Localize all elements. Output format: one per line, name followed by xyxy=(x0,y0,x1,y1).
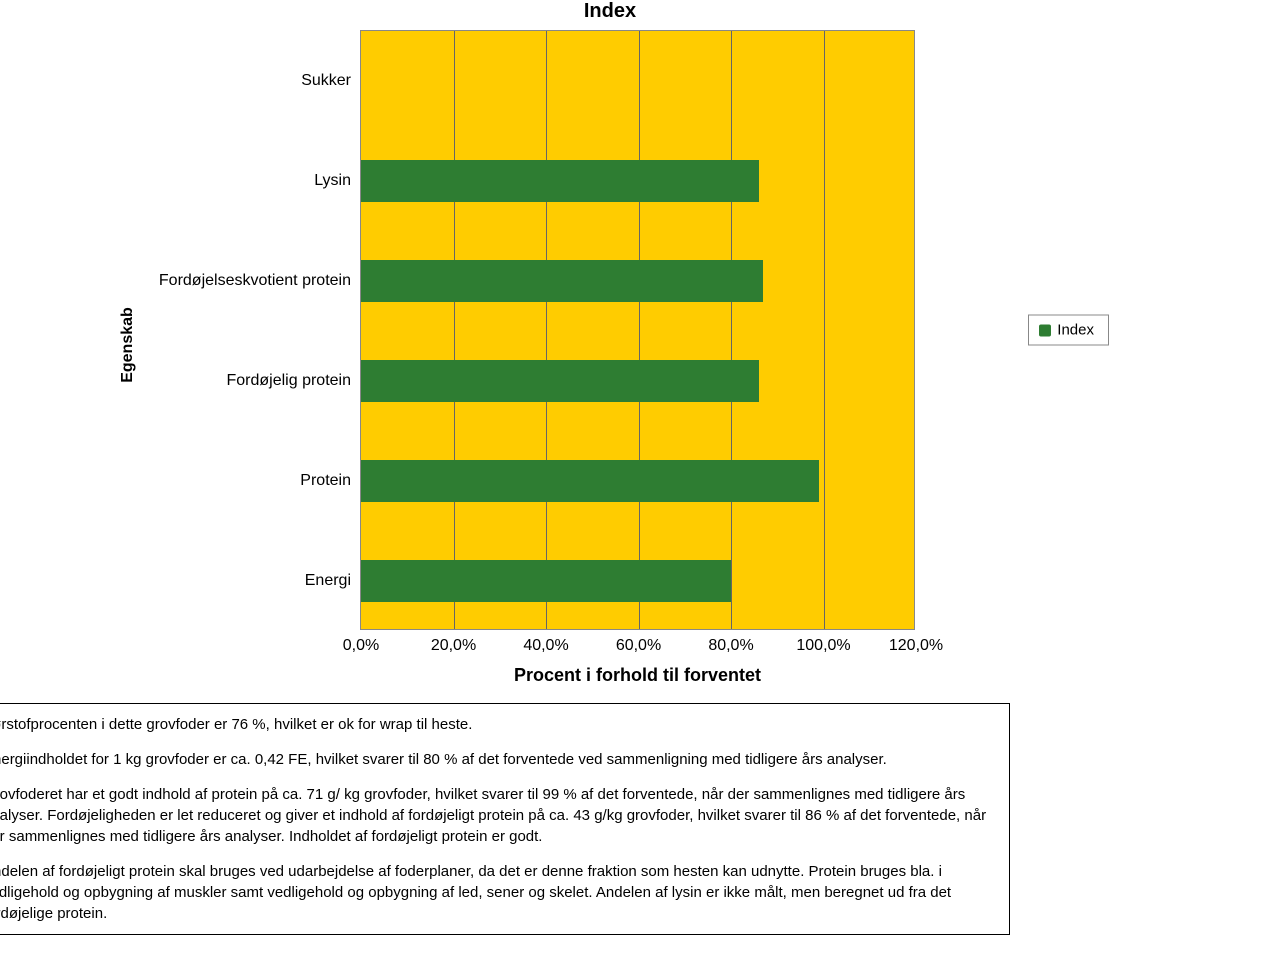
legend-swatch xyxy=(1039,324,1051,336)
legend-label: Index xyxy=(1057,322,1094,339)
gridline xyxy=(731,31,732,629)
gridline xyxy=(639,31,640,629)
category-label: Protein xyxy=(131,472,361,490)
x-tick-label: 100,0% xyxy=(796,637,850,655)
x-tick-label: 40,0% xyxy=(523,637,568,655)
x-axis-title: Procent i forhold til forventet xyxy=(514,665,761,686)
category-label: Sukker xyxy=(131,72,361,90)
x-tick-label: 20,0% xyxy=(431,637,476,655)
bar xyxy=(361,260,763,302)
plot-area: Procent i forhold til forventet Index 0,… xyxy=(360,30,915,630)
x-tick-label: 120,0% xyxy=(889,637,943,655)
gridline xyxy=(546,31,547,629)
x-tick-label: 80,0% xyxy=(708,637,753,655)
x-tick-label: 0,0% xyxy=(343,637,379,655)
description-p1: Tørstofprocenten i dette grovfoder er 76… xyxy=(0,714,997,735)
description-p2: Energiindholdet for 1 kg grovfoder er ca… xyxy=(0,749,997,770)
category-label: Fordøjelig protein xyxy=(131,372,361,390)
chart-container: Index Egenskab Procent i forhold til for… xyxy=(110,0,1110,690)
category-label: Fordøjelseskvotient protein xyxy=(131,272,361,290)
bar xyxy=(361,160,759,202)
x-tick-label: 60,0% xyxy=(616,637,661,655)
category-label: Energi xyxy=(131,572,361,590)
gridline xyxy=(824,31,825,629)
bar xyxy=(361,460,819,502)
bar xyxy=(361,360,759,402)
gridline xyxy=(454,31,455,629)
bar xyxy=(361,560,731,602)
description-p4: Andelen af fordøjeligt protein skal brug… xyxy=(0,861,997,924)
category-label: Lysin xyxy=(131,172,361,190)
description-box: Tørstofprocenten i dette grovfoder er 76… xyxy=(0,703,1010,935)
chart-title: Index xyxy=(110,0,1110,23)
legend: Index xyxy=(1028,315,1109,346)
page: Index Egenskab Procent i forhold til for… xyxy=(0,0,1280,960)
description-p3: Grovfoderet har et godt indhold af prote… xyxy=(0,784,997,847)
